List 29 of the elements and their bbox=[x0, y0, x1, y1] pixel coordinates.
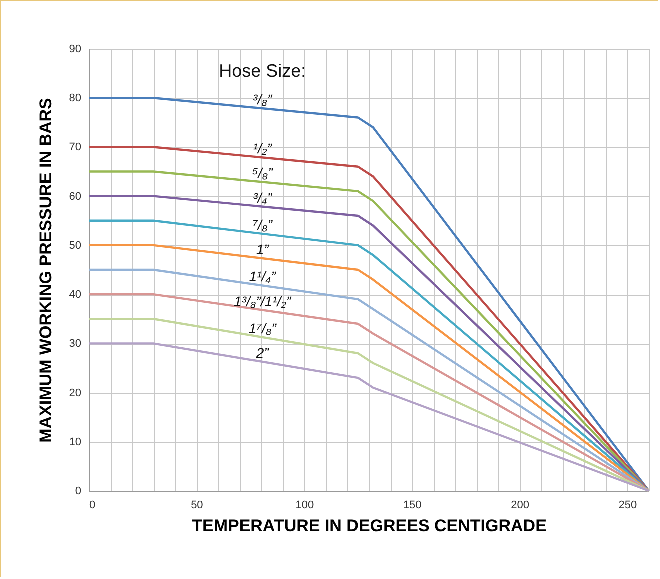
y-axis-title: MAXIMUM WORKING PRESSURE IN BARS bbox=[36, 98, 56, 443]
y-tick-label: 0 bbox=[75, 486, 82, 498]
y-tick-label: 80 bbox=[69, 92, 82, 105]
y-tick-label: 60 bbox=[69, 190, 82, 203]
y-tick-label: 20 bbox=[69, 387, 82, 400]
x-tick-label: 150 bbox=[403, 500, 422, 512]
series-label: 1” bbox=[256, 242, 270, 258]
y-tick-label: 90 bbox=[69, 44, 82, 56]
series-label: ⁷/₈” bbox=[252, 216, 274, 233]
legend-title: Hose Size: bbox=[219, 61, 306, 81]
x-axis-title: TEMPERATURE IN DEGREES CENTIGRADE bbox=[192, 516, 547, 536]
x-tick-label: 50 bbox=[191, 500, 204, 512]
series-label: 1⁷/₈” bbox=[248, 320, 278, 336]
x-tick-label: 100 bbox=[296, 500, 314, 512]
series-label: 2” bbox=[255, 344, 270, 361]
series-label: 1¹/₄” bbox=[249, 268, 278, 285]
series-label: ⁵/₈” bbox=[252, 165, 274, 182]
x-tick-label: 0 bbox=[90, 500, 96, 512]
y-tick-label: 30 bbox=[69, 338, 82, 350]
y-tick-label: 10 bbox=[69, 436, 82, 448]
series-label: ¹/₂” bbox=[253, 140, 274, 157]
series-label: ³/₈” bbox=[253, 92, 274, 108]
y-tick-label: 40 bbox=[69, 289, 82, 302]
y-tick-label: 50 bbox=[69, 240, 82, 252]
y-tick-label: 70 bbox=[69, 142, 82, 154]
x-tick-label: 200 bbox=[511, 500, 530, 512]
series-label: ³/₄” bbox=[253, 190, 274, 206]
series-label: 1³/₈”/1¹/₂” bbox=[234, 293, 292, 310]
x-tick-label: 250 bbox=[618, 500, 638, 512]
